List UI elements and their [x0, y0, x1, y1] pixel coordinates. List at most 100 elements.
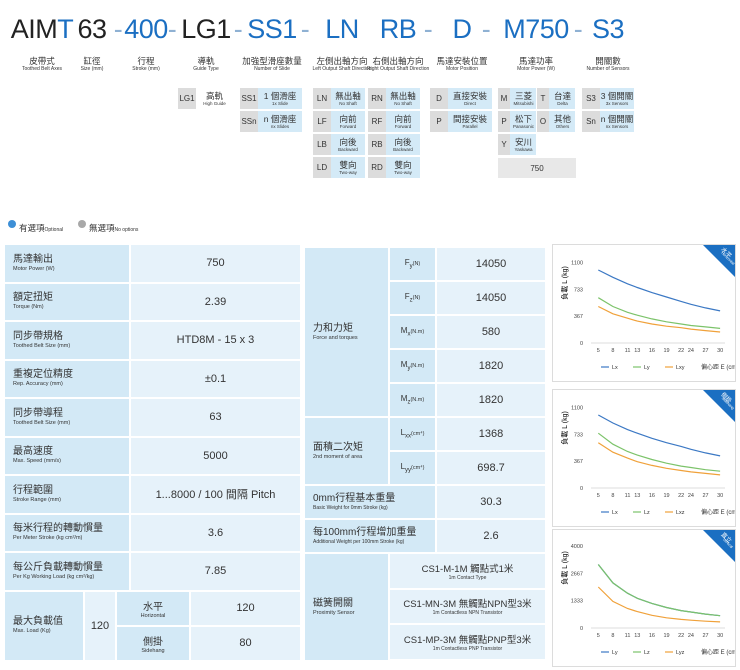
value-text: 580 — [481, 326, 501, 338]
option-label: 間接安裝 Parallel — [448, 111, 492, 132]
value-cell: 7.85 — [131, 553, 300, 590]
label-cell: 每100mm行程增加重量 Additional Weight per 100mm … — [305, 520, 435, 552]
line-series — [598, 305, 721, 333]
label-cell: 每公斤負載轉動慣量 Per Kg Working Load (kg cm²/kg) — [5, 553, 129, 590]
option-value-text: 750 — [530, 163, 544, 173]
badge — [703, 530, 735, 562]
value-cell: HTD8M - 15 x 3 — [131, 322, 300, 359]
option-code: RD — [368, 157, 386, 178]
symbol-letter: F — [404, 292, 410, 302]
label-cell: 每米行程的轉動慣量 Per Meter Stroke (kg cm²/m) — [5, 514, 129, 551]
label-en: Per Kg Working Load (kg cm²/kg) — [13, 573, 95, 580]
option-zh: 其他 — [553, 113, 571, 124]
line-series — [598, 269, 721, 312]
label-en: Per Meter Stroke (kg cm²/m) — [13, 535, 83, 542]
option-zh: 1 個滑座 — [263, 90, 297, 101]
value-cell: 2.39 — [131, 283, 300, 320]
badge — [703, 390, 735, 422]
x-tick-label: 27 — [702, 633, 708, 639]
value-cell: 5000 — [131, 437, 300, 474]
label-zh: 同步帶導程 — [13, 407, 63, 419]
label-zh: 馬達輸出 — [13, 253, 53, 265]
label-en: Rep. Accuracy (mm) — [13, 381, 63, 388]
x-tick-label: 13 — [634, 493, 640, 499]
option-code-text: LF — [317, 117, 327, 126]
symbol: Fz(N) — [405, 292, 421, 304]
model-code: - — [574, 14, 583, 45]
model-code: S3 — [592, 14, 625, 45]
option-zh: 雙向 — [339, 159, 357, 170]
code-part: D — [452, 14, 473, 44]
label-zh: 重複定位精度 — [13, 369, 73, 381]
option-code: Y — [498, 134, 510, 155]
label-en: 2nd moment of area — [313, 453, 363, 460]
x-tick-label: 24 — [688, 348, 694, 354]
label-en: Torque (Nm) — [13, 304, 44, 311]
option-label: n 個開關 nx Sensors — [600, 111, 634, 132]
option-code-text: LG1 — [179, 94, 195, 103]
symbol: Mx(N.m) — [401, 326, 424, 338]
option-code: SSn — [240, 111, 258, 132]
symbol-unit: (N) — [412, 261, 421, 268]
y-tick-label: 0 — [580, 341, 583, 347]
option-zh: 向後 — [394, 136, 412, 147]
option-zh: 向前 — [394, 113, 412, 124]
option-code: LG1 — [178, 88, 196, 109]
symbol-cell: Mx(N.m) — [390, 316, 435, 348]
sensor-cell: CS1-MP-3M 無觸點PNP型3米 1m Contactless PNP Tr… — [390, 625, 545, 659]
code-part: 63 — [77, 14, 107, 44]
label-cell: 重複定位精度 Rep. Accuracy (mm) — [5, 360, 129, 397]
value-text: ±0.1 — [204, 372, 227, 385]
x-tick-label: 16 — [649, 348, 655, 354]
symbol-letter: L — [400, 462, 406, 472]
option-code-text: S3 — [586, 94, 596, 103]
value-cell: 750 — [131, 245, 300, 282]
label-cell: 0mm行程基本重量 Basic Weight for 0mm Stroke (kg… — [305, 486, 435, 518]
x-tick-label: 24 — [688, 633, 694, 639]
value-cell: 1368 — [437, 418, 545, 450]
value-cell: 120 — [85, 591, 115, 660]
symbol-sub: z — [407, 399, 411, 406]
option-code: SS1 — [240, 88, 258, 109]
option-code-text: D — [436, 94, 442, 103]
option-code-text: Y — [501, 140, 507, 149]
y-axis-label: 負載 L (kg) — [560, 411, 569, 445]
option: O 其他 Others — [537, 111, 575, 132]
value-text: 120 — [90, 619, 110, 632]
sensor-name: CS1-MN-3M 無觸點NPN型3米 — [403, 599, 532, 611]
model-code: LG1 — [181, 14, 231, 45]
x-axis-label: 偏心距 E (cm) — [701, 648, 735, 656]
option-label: 松下 Panasonic — [510, 111, 537, 132]
option-en: nx Sensors — [605, 123, 629, 129]
x-tick-label: 13 — [634, 348, 640, 354]
option-en: Others — [555, 123, 570, 129]
symbol: Fy(N) — [405, 258, 421, 270]
value-text: 5000 — [203, 449, 228, 462]
option-en: Forward — [394, 123, 412, 129]
legend-en: No options — [114, 227, 139, 233]
value-cell: 580 — [437, 316, 545, 348]
value-cell: 14050 — [437, 282, 545, 314]
x-tick-label: 22 — [678, 493, 684, 499]
option-zh: 松下 — [514, 113, 532, 124]
model-code: - — [114, 14, 123, 45]
option: D 直接安裝 Direct — [430, 88, 492, 109]
line-series — [597, 564, 721, 617]
value-text: 698.7 — [477, 462, 505, 474]
legend-dot — [8, 220, 16, 228]
sensor-cell: CS1-MN-3M 無觸點NPN型3米 1m Contactless NPN Tr… — [390, 589, 545, 623]
symbol-sub: y — [409, 263, 413, 270]
option-zh: 三菱 — [514, 90, 532, 101]
x-tick-label: 11 — [625, 493, 631, 499]
option-code: RB — [368, 134, 386, 155]
model-code: 63 — [77, 14, 107, 45]
option-en: nx Slides — [270, 123, 290, 129]
option-zh: 無出軸 — [390, 90, 416, 101]
line-series — [597, 564, 721, 617]
label-cell: 最大負載值 Max. Load (Kg) — [5, 591, 83, 660]
x-tick-label: 22 — [678, 348, 684, 354]
option-zh: 台達 — [553, 90, 571, 101]
model-label-en: Number of Sensors — [586, 66, 630, 72]
y-tick-label: 0 — [580, 486, 583, 492]
y-tick-label: 733 — [574, 432, 583, 438]
